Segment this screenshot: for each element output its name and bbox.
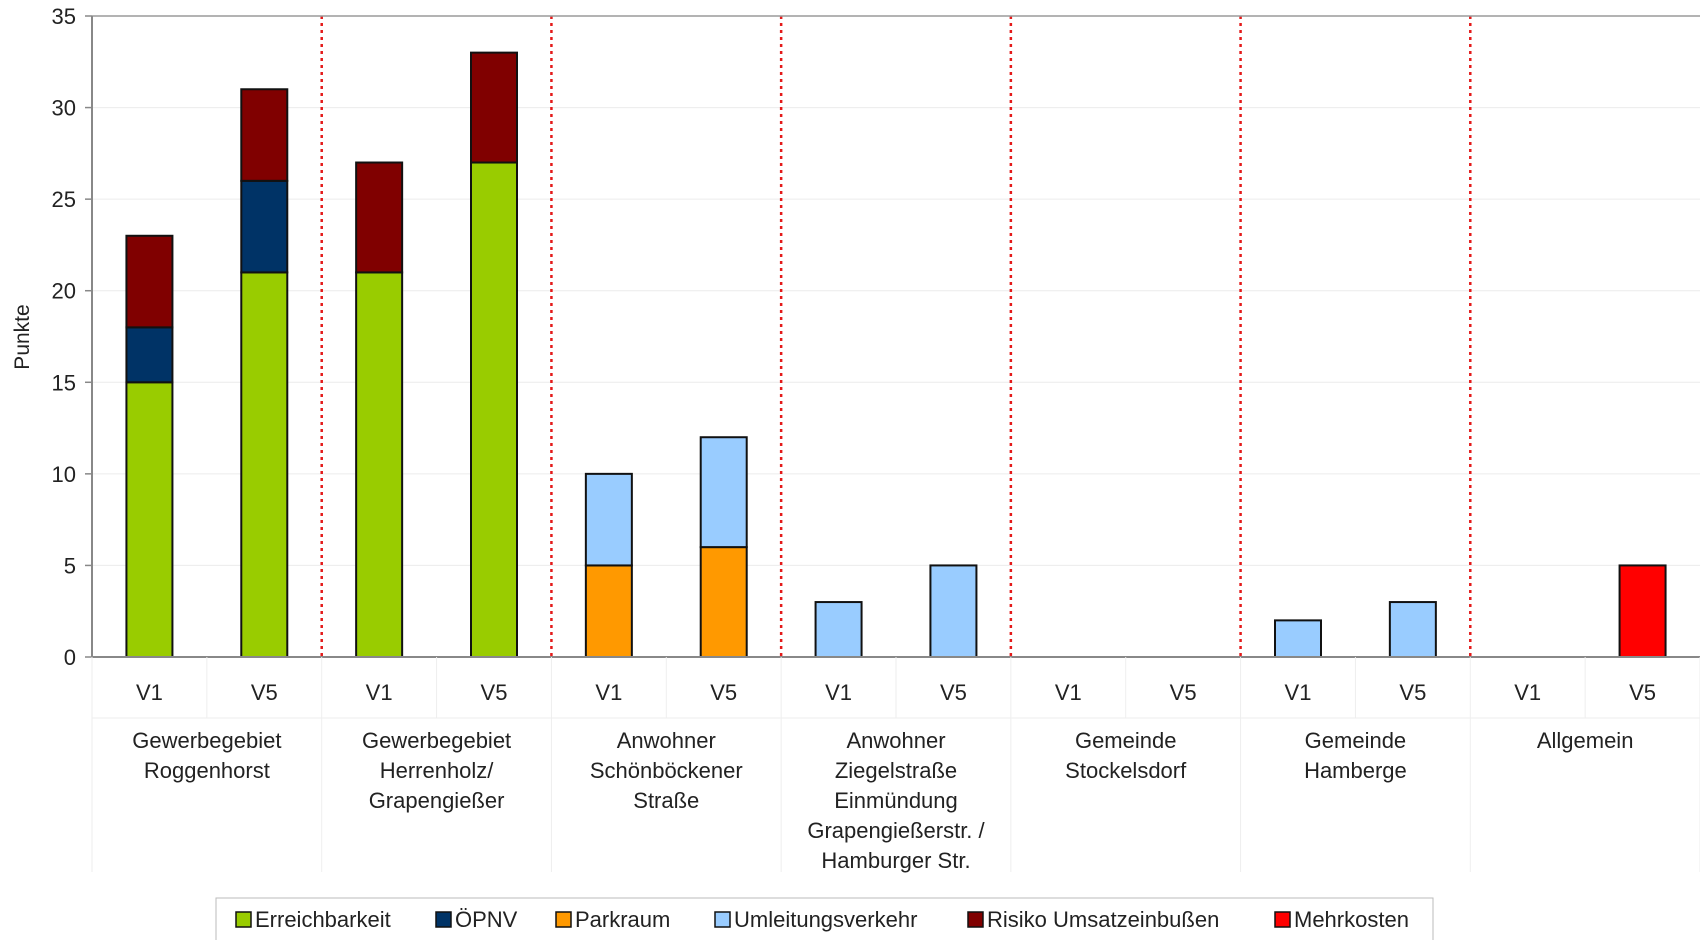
legend-swatch xyxy=(1274,911,1291,928)
group-label: Herrenholz/ xyxy=(380,758,495,783)
bar-segment xyxy=(1274,619,1322,658)
legend-swatch xyxy=(235,911,252,928)
bar-category-label: V5 xyxy=(1399,680,1426,705)
group-label: Ziegelstraße xyxy=(835,758,957,783)
gridlines xyxy=(92,15,1700,566)
bar-segment xyxy=(1388,601,1437,658)
bar-segment xyxy=(814,601,863,658)
category-labels: V1 V5 V1 V5 V1 V5 V1 V5 V1 V5 V1 V5 V1 V5 xyxy=(136,680,1656,705)
bar-category-label: V1 xyxy=(1514,680,1541,705)
group-label: Stockelsdorf xyxy=(1065,758,1187,783)
bar-segment xyxy=(125,381,174,658)
legend-label: Risiko Umsatzeinbußen xyxy=(987,907,1219,932)
y-tick-label: 25 xyxy=(52,187,76,212)
legend-label: Umleitungsverkehr xyxy=(734,907,917,932)
group-label: Grapengießerstr. / xyxy=(807,818,985,843)
bar-category-label: V5 xyxy=(251,680,278,705)
bar-category-label: V5 xyxy=(710,680,737,705)
group-labels: Gewerbegebiet Roggenhorst Gewerbegebiet Her… xyxy=(132,728,1633,873)
bar-segment xyxy=(240,179,289,274)
bar-category-label: V1 xyxy=(825,680,852,705)
bar-category-label: V5 xyxy=(481,680,508,705)
y-tick-label: 20 xyxy=(52,279,76,304)
group-label: Gemeinde xyxy=(1305,728,1407,753)
legend-label: Mehrkosten xyxy=(1294,907,1409,932)
group-label: Allgemein xyxy=(1537,728,1634,753)
group-label: Einmündung xyxy=(834,788,958,813)
legend-swatch xyxy=(714,911,731,928)
group-label: Schönböckener xyxy=(590,758,743,783)
bar-segment xyxy=(355,161,404,274)
bar-category-label: V5 xyxy=(1170,680,1197,705)
bar-segment xyxy=(125,234,174,329)
axes xyxy=(85,15,1700,872)
group-label: Gewerbegebiet xyxy=(132,728,281,753)
legend-swatch xyxy=(555,911,572,928)
group-label: Anwohner xyxy=(617,728,716,753)
bar-segment xyxy=(240,271,289,658)
bar-category-label: V1 xyxy=(136,680,163,705)
legend-label: Parkraum xyxy=(575,907,670,932)
bar-segment xyxy=(1618,564,1667,659)
y-tick-label: 30 xyxy=(52,96,76,121)
legend-swatch xyxy=(435,911,452,928)
group-label: Hamberge xyxy=(1304,758,1407,783)
bar-segment xyxy=(355,271,404,658)
bar-category-label: V5 xyxy=(1629,680,1656,705)
bar-category-label: V1 xyxy=(366,680,393,705)
bar-segment xyxy=(584,472,633,567)
bar-segment xyxy=(584,564,633,659)
bar-segment xyxy=(699,546,748,658)
y-axis-title: Punkte xyxy=(11,304,34,369)
legend-label: ÖPNV xyxy=(455,907,518,932)
bar-category-label: V1 xyxy=(1285,680,1312,705)
group-label: Grapengießer xyxy=(369,788,505,813)
bar-segment xyxy=(125,326,174,384)
bar-category-label: V5 xyxy=(940,680,967,705)
y-tick-label: 35 xyxy=(52,4,76,29)
y-tick-label: 10 xyxy=(52,462,76,487)
group-label: Anwohner xyxy=(846,728,945,753)
y-tick-label: 15 xyxy=(52,370,76,395)
group-label: Gewerbegebiet xyxy=(362,728,511,753)
legend-swatch xyxy=(967,911,984,928)
group-label: Gemeinde xyxy=(1075,728,1177,753)
bars xyxy=(125,51,1667,659)
y-tick-labels: 0 5 10 15 20 25 30 35 xyxy=(52,4,76,670)
bar-category-label: V1 xyxy=(595,680,622,705)
bar-category-label: V1 xyxy=(1055,680,1082,705)
bar-segment xyxy=(699,436,748,549)
bar-segment xyxy=(929,564,978,659)
bar-segment xyxy=(470,51,518,164)
group-separators xyxy=(320,16,1472,657)
y-tick-label: 0 xyxy=(64,645,76,670)
legend-label: Erreichbarkeit xyxy=(255,907,391,932)
legend: Erreichbarkeit ÖPNV Parkraum Umleitungsverk… xyxy=(215,897,1434,940)
group-label: Hamburger Str. xyxy=(821,848,970,873)
bar-segment xyxy=(240,88,289,182)
y-tick-label: 5 xyxy=(64,553,76,578)
bar-segment xyxy=(470,161,518,658)
group-label: Straße xyxy=(633,788,699,813)
legend-box xyxy=(215,897,1434,940)
group-label: Roggenhorst xyxy=(144,758,270,783)
